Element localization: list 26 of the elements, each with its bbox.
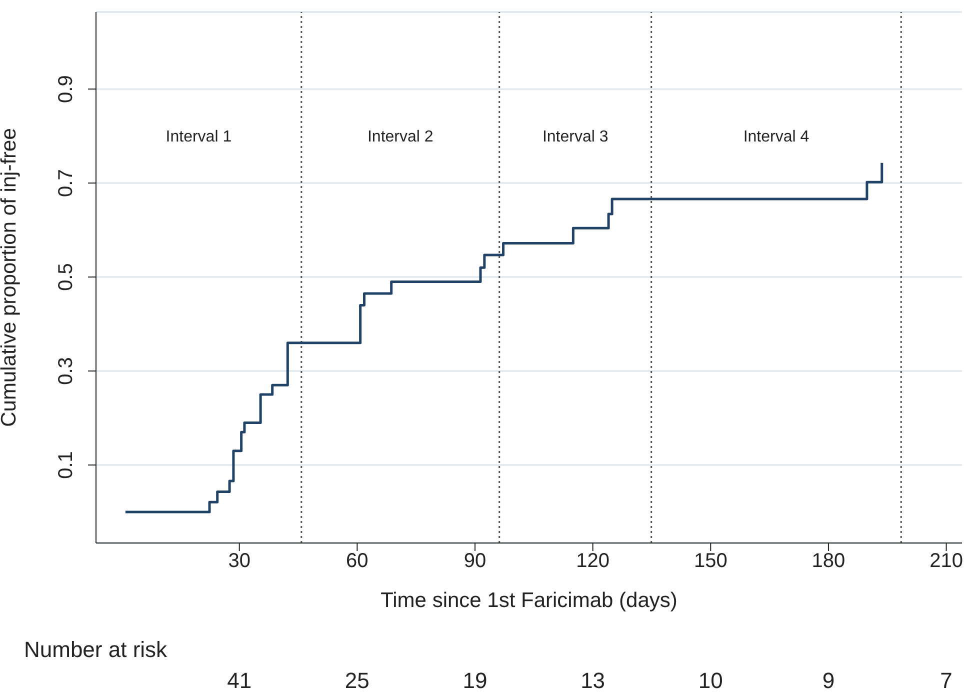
text: Number at risk xyxy=(24,637,168,663)
text: 19 xyxy=(462,668,488,694)
text: 10 xyxy=(697,668,724,694)
text: 25 xyxy=(344,668,370,694)
annotation: Interval 1 xyxy=(166,128,232,146)
annotation: Interval 2 xyxy=(367,128,434,146)
text: 9 xyxy=(821,668,836,694)
text: 13 xyxy=(580,668,606,694)
x-tick-label: 120 xyxy=(576,550,610,572)
annotation: Interval 4 xyxy=(743,128,810,146)
y-axis-title: Cumulative proportion of inj-free xyxy=(0,128,20,427)
x-tick-label: 150 xyxy=(694,550,728,572)
y-tick-label: 0.9 xyxy=(55,75,77,103)
y-tick-label: 0.5 xyxy=(55,263,77,291)
x-axis-title: Time since 1st Faricimab (days) xyxy=(380,589,678,612)
annotation: Interval 3 xyxy=(542,128,608,146)
x-tick-label: 60 xyxy=(346,550,368,572)
y-tick-label: 0.3 xyxy=(55,357,77,385)
x-tick-label: 90 xyxy=(464,550,486,572)
x-tick-label: 210 xyxy=(930,550,963,572)
text: 41 xyxy=(226,668,253,694)
y-tick-label: 0.1 xyxy=(55,451,77,479)
x-tick-label: 30 xyxy=(228,550,250,572)
x-tick-label: 180 xyxy=(812,550,846,572)
text: 7 xyxy=(939,668,954,694)
y-tick-label: 0.7 xyxy=(55,169,77,197)
